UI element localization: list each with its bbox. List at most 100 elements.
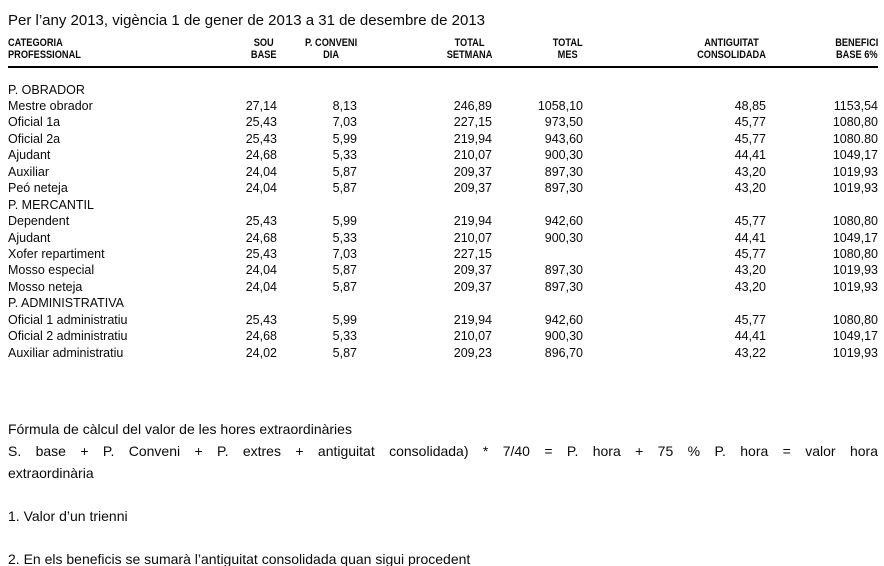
value-cell: 210,07 [453,148,492,163]
category-cell: Peó neteja [8,181,68,196]
value-cell: 227,15 [453,115,492,130]
value-cell: 45,77 [734,115,766,130]
value-cell: 900,30 [544,230,583,245]
category-cell: Oficial 1a [8,115,61,130]
value-cell: 24,68 [245,148,277,163]
salary-table-body: P. OBRADOR Mestre obrador 27,14 8,13 246,89 1… [8,67,878,362]
salary-table: CATEGORIA PROFESSIONAL SOU BASE P. CONVENI… [8,37,878,362]
value-cell: 44,41 [734,148,766,163]
value-cell: 8,13 [332,98,357,113]
note-beneficis: 2. En els beneficis se sumarà l’antiguit… [8,551,471,566]
value-cell: 43,20 [734,181,766,196]
value-cell: 5,87 [332,181,357,196]
header-total-mes: TOTAL MES [492,37,583,68]
value-cell: 896,70 [544,345,583,360]
value-cell: 5,33 [332,230,357,245]
header-p-conveni-dia: P. CONVENI DIA [277,37,357,68]
header-total-setmana: TOTAL SETMANA [357,37,492,68]
value-cell: 24,04 [245,263,277,278]
value-cell: 897,30 [544,164,583,179]
value-cell: 43,20 [734,279,766,294]
value-cell: 897,30 [544,279,583,294]
table-row: Peó neteja 24,04 5,87 209,37 897,30 43,20 1019… [8,180,878,196]
value-cell: 897,30 [544,263,583,278]
value-cell: 210,07 [453,329,492,344]
table-header: CATEGORIA PROFESSIONAL SOU BASE P. CONVENI… [8,37,878,68]
value-cell: 1080,80 [832,115,878,130]
value-cell: 5,99 [332,214,357,229]
value-cell: 1049,17 [832,230,878,245]
value-cell: 25,43 [245,214,277,229]
value-cell: 209,37 [453,263,492,278]
value-cell: 24,04 [245,164,277,179]
value-cell: 219,94 [453,131,492,146]
value-cell: 44,41 [734,230,766,245]
value-cell: 1049,17 [832,329,878,344]
value-cell: 209,37 [453,279,492,294]
table-row: Mosso especial 24,04 5,87 209,37 897,30 43,20… [8,262,878,278]
category-cell: Ajudant [8,148,51,163]
value-cell: 45,77 [734,131,766,146]
section-row: P. OBRADOR [8,67,878,98]
section-label: P. ADMINISTRATIVA [8,296,124,311]
category-cell: Mosso especial [8,263,95,278]
header-sou-base: SOU BASE [208,37,277,68]
value-cell: 45,77 [734,312,766,327]
value-cell: 209,23 [453,345,492,360]
value-cell: 1080,80 [832,312,878,327]
category-cell: Oficial 1 administratiu [8,312,128,327]
category-cell: Xofer repartiment [8,247,105,262]
table-row: Auxiliar administratiu 24,02 5,87 209,23 896… [8,345,878,361]
value-cell: 5,33 [332,148,357,163]
value-cell: 1153,54 [833,98,878,113]
value-cell: 27,14 [245,98,277,113]
value-cell: 1019,93 [832,279,878,294]
value-cell: 219,94 [453,214,492,229]
section-label: P. OBRADOR [8,82,85,97]
formula-line2: extraordinària [8,465,94,482]
value-cell: 942,60 [544,214,583,229]
value-cell: 5,87 [332,279,357,294]
value-cell: 7,03 [332,247,357,262]
table-row: Ajudant 24,68 5,33 210,07 900,30 44,41 1049,17 [8,230,878,246]
value-cell: 43,22 [734,345,766,360]
table-row: Ajudant 24,68 5,33 210,07 900,30 44,41 1049,17 [8,147,878,163]
value-cell: 1080,80 [832,247,878,262]
table-row: Oficial 2 administratiu 24,68 5,33 210,07 90… [8,328,878,344]
value-cell: 44,41 [734,329,766,344]
value-cell: 43,20 [734,263,766,278]
value-cell: 5,99 [332,131,357,146]
value-cell: 897,30 [544,181,583,196]
value-cell: 900,30 [544,148,583,163]
category-cell: Oficial 2 administratiu [8,329,128,344]
value-cell: 5,87 [332,263,357,278]
value-cell: 5,99 [332,312,357,327]
value-cell: 1049,17 [832,148,878,163]
value-cell: 24,04 [245,181,277,196]
value-cell: 5,87 [332,164,357,179]
value-cell: 24,04 [245,279,277,294]
value-cell: 246,89 [453,98,492,113]
formula-title: Fórmula de càlcul del valor de les hores… [8,421,352,438]
value-cell: 45,77 [734,247,766,262]
value-cell: 1058,10 [537,98,583,113]
value-cell: 209,37 [453,164,492,179]
category-cell: Auxiliar [8,164,49,179]
category-cell: Mestre obrador [8,98,93,113]
table-row: Xofer repartiment 25,43 7,03 227,15 45,77 108… [8,246,878,262]
value-cell: 5,33 [332,329,357,344]
section-label: P. MERCANTIL [8,197,94,212]
value-cell: 900,30 [544,329,583,344]
table-row: Mestre obrador 27,14 8,13 246,89 1058,10 48,8… [8,98,878,114]
value-cell: 1019,93 [832,164,878,179]
value-cell: 219,94 [453,312,492,327]
table-row: Dependent 25,43 5,99 219,94 942,60 45,77 1080,… [8,213,878,229]
notes-block: Fórmula de càlcul del valor de les hores… [8,418,878,566]
value-cell: 7,03 [332,115,357,130]
value-cell: 1080.80 [832,131,878,146]
category-cell: Ajudant [8,230,51,245]
table-header-row: CATEGORIA PROFESSIONAL SOU BASE P. CONVENI… [8,37,878,68]
header-categoria-professional: CATEGORIA PROFESSIONAL [8,37,208,68]
table-row: Auxiliar 24,04 5,87 209,37 897,30 43,20 1019,9… [8,164,878,180]
category-cell: Mosso neteja [8,279,83,294]
